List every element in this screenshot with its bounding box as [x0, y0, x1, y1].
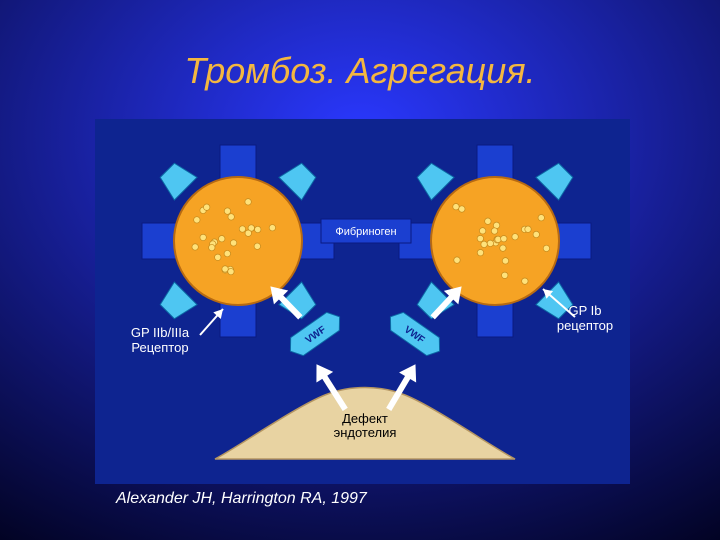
svg-text:Фибриноген: Фибриноген — [335, 226, 396, 238]
slide-title: Тромбоз. Агрегация. — [110, 50, 610, 92]
citation: Alexander JH, Harrington RA, 1997 — [116, 490, 367, 508]
svg-text:Дефектэндотелия: Дефектэндотелия — [334, 411, 397, 440]
diagram-panel: ФибриногенДефектэндотелияVWFVWFGP IIb/II… — [95, 119, 630, 484]
svg-text:GP IIb/IIIaРецептор: GP IIb/IIIaРецептор — [131, 325, 190, 355]
